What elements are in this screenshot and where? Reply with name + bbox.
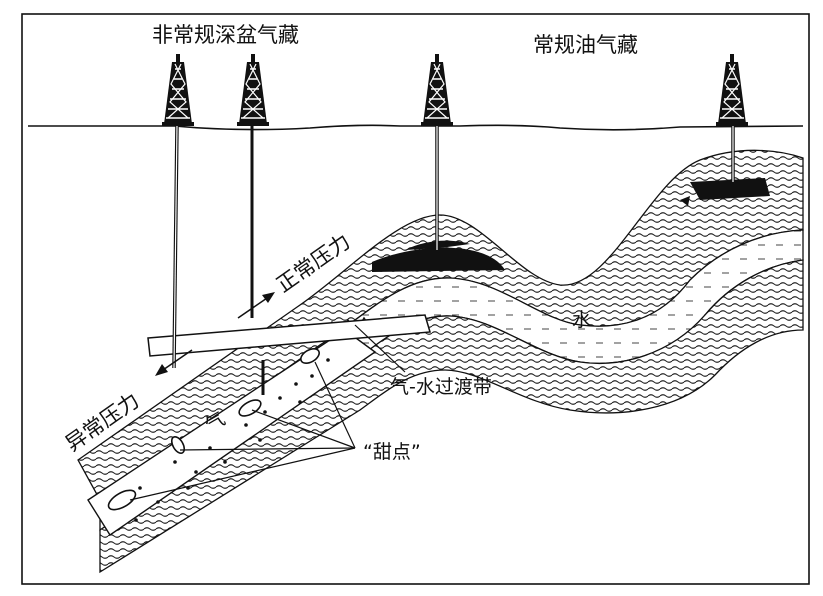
drilling-derrick-icon [715, 53, 749, 127]
sweet-spot-1 [107, 489, 137, 511]
label-conventional: 常规油气藏 [533, 33, 638, 57]
leader-lines [129, 324, 406, 501]
gas-saturated-dots [118, 358, 330, 522]
label-unconventional: 非常规深盆气藏 [152, 23, 299, 47]
sweet-spot-2 [170, 436, 186, 454]
ground-line [28, 124, 804, 131]
drilling-derrick-icon [161, 53, 195, 127]
label-water: 水 [572, 309, 591, 331]
deep-basin-sandstone [87, 329, 377, 536]
pressure-seal-plank [147, 314, 431, 357]
normal-pressure-arrow [237, 292, 275, 319]
sweet-spot-4 [300, 347, 320, 365]
outer-frame [21, 13, 810, 585]
lower-shale-layer [99, 259, 804, 574]
abnormal-pressure-arrow [155, 349, 193, 376]
label-sweet-spots: “甜点” [363, 441, 421, 463]
anticline-oil-pool [372, 247, 505, 272]
drilling-derrick-icon [236, 53, 270, 127]
sweet-spot-3 [238, 399, 262, 417]
drilling-derrick-icon [420, 53, 454, 127]
label-transition-zone: 气-水过渡带 [390, 376, 492, 398]
wells [172, 124, 735, 395]
updip-oil-pool [690, 178, 770, 200]
